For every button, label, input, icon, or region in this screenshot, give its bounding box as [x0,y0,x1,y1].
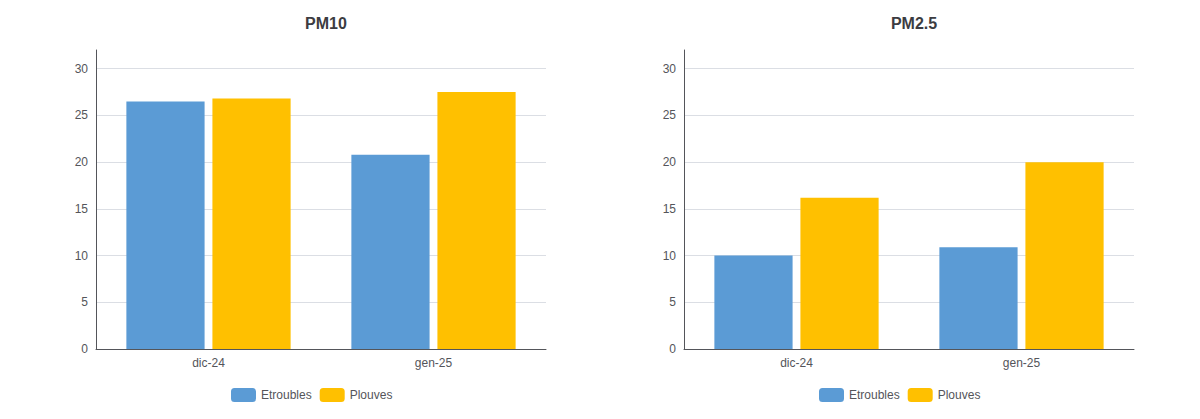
svg-text:PM10: PM10 [305,15,347,32]
svg-text:15: 15 [663,202,677,216]
svg-text:Plouves: Plouves [938,388,981,402]
svg-text:0: 0 [81,342,88,356]
svg-text:gen-25: gen-25 [1003,356,1041,370]
svg-text:10: 10 [75,249,89,263]
svg-text:30: 30 [663,62,677,76]
svg-text:PM2.5: PM2.5 [891,15,937,32]
svg-text:15: 15 [75,202,89,216]
svg-text:5: 5 [81,295,88,309]
svg-text:Plouves: Plouves [350,388,393,402]
svg-text:Etroubles: Etroubles [261,388,312,402]
svg-text:25: 25 [663,108,677,122]
svg-text:0: 0 [669,342,676,356]
svg-text:Etroubles: Etroubles [849,388,900,402]
svg-text:20: 20 [663,155,677,169]
svg-text:dic-24: dic-24 [192,356,225,370]
svg-text:gen-25: gen-25 [415,356,453,370]
svg-text:10: 10 [663,249,677,263]
svg-text:25: 25 [75,108,89,122]
svg-text:dic-24: dic-24 [780,356,813,370]
svg-text:5: 5 [669,295,676,309]
svg-text:20: 20 [75,155,89,169]
svg-text:30: 30 [75,62,89,76]
